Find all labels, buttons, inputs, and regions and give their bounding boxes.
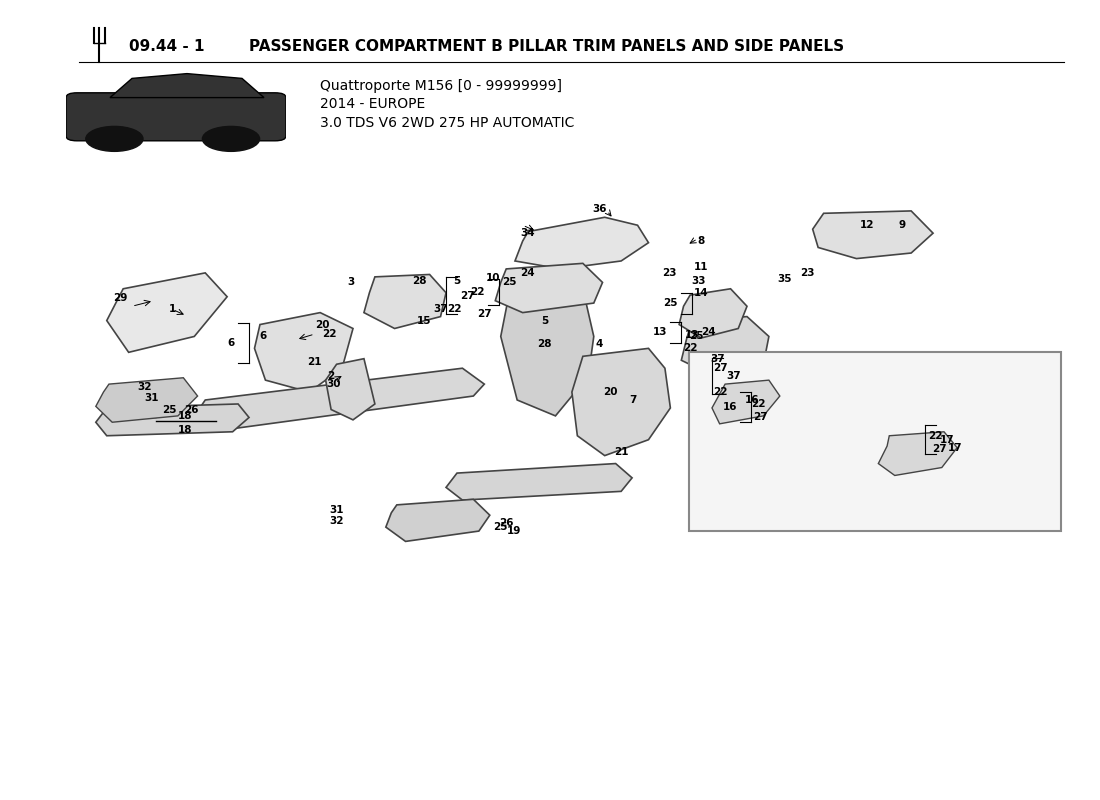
Text: 17: 17 [947,442,962,453]
Text: 9: 9 [899,220,906,230]
Text: 8: 8 [697,236,705,246]
Text: 13: 13 [685,330,700,340]
Text: 26: 26 [184,406,198,415]
Text: 3.0 TDS V6 2WD 275 HP AUTOMATIC: 3.0 TDS V6 2WD 275 HP AUTOMATIC [320,116,574,130]
Polygon shape [96,404,249,436]
Text: 19: 19 [507,526,521,536]
Polygon shape [101,386,184,418]
Text: 18: 18 [178,411,192,421]
Bar [689,352,1062,531]
Polygon shape [254,313,353,392]
Polygon shape [364,274,446,329]
Text: 31: 31 [329,505,344,514]
Text: 21: 21 [307,357,322,367]
Text: 28: 28 [537,339,552,350]
Polygon shape [515,218,649,269]
Polygon shape [446,463,632,500]
Text: 10: 10 [486,274,500,283]
Text: 32: 32 [138,382,152,392]
Text: 6: 6 [260,331,267,342]
Circle shape [86,126,143,151]
Text: 30: 30 [326,379,341,389]
Text: 16: 16 [723,402,737,412]
Text: 25: 25 [162,406,176,415]
Text: 23: 23 [662,268,676,278]
Text: 18: 18 [178,426,192,435]
Polygon shape [690,360,811,402]
Text: 25: 25 [663,298,678,309]
Text: 24: 24 [702,327,716,338]
Text: 37: 37 [433,304,448,314]
FancyBboxPatch shape [66,93,286,141]
Polygon shape [386,499,490,542]
Polygon shape [878,432,957,475]
Text: 22: 22 [714,387,728,397]
Polygon shape [813,211,933,258]
Text: 14: 14 [694,288,708,298]
Polygon shape [107,273,227,352]
Polygon shape [572,348,670,456]
Text: 22: 22 [928,430,943,441]
Text: 32: 32 [329,516,344,526]
Text: 25: 25 [503,278,517,287]
Text: 22: 22 [448,304,462,314]
Text: PASSENGER COMPARTMENT B PILLAR TRIM PANELS AND SIDE PANELS: PASSENGER COMPARTMENT B PILLAR TRIM PANE… [249,39,844,54]
Polygon shape [195,368,484,430]
Text: 33: 33 [692,276,706,286]
Text: 5: 5 [541,315,548,326]
Circle shape [202,126,260,151]
Text: 13: 13 [652,327,667,338]
Text: 5: 5 [453,276,461,286]
Text: 16: 16 [745,395,760,405]
Text: 27: 27 [933,444,947,454]
Text: 23: 23 [800,268,814,278]
Text: 36: 36 [592,204,606,214]
Polygon shape [495,263,603,313]
Text: 27: 27 [460,290,475,301]
Text: 26: 26 [499,518,514,528]
Text: 25: 25 [690,331,704,342]
Text: 25: 25 [494,522,508,532]
Text: 09.44 - 1: 09.44 - 1 [129,39,205,54]
Text: 20: 20 [603,387,617,397]
Text: 20: 20 [315,319,330,330]
Text: 2: 2 [328,371,334,381]
Text: 37: 37 [726,370,740,381]
Text: 31: 31 [144,394,158,403]
Text: 3: 3 [348,278,354,287]
Text: 27: 27 [752,413,768,422]
Polygon shape [110,74,264,98]
Text: 34: 34 [520,228,536,238]
Text: Quattroporte M156 [0 - 99999999]: Quattroporte M156 [0 - 99999999] [320,79,562,93]
Text: 22: 22 [750,399,766,409]
Text: 22: 22 [683,343,697,354]
Text: 24: 24 [519,268,535,278]
Text: 1: 1 [168,304,176,314]
Text: 15: 15 [417,315,431,326]
Polygon shape [326,358,375,420]
Text: 37: 37 [711,354,725,364]
Text: 17: 17 [939,434,954,445]
Polygon shape [712,380,780,424]
Text: 12: 12 [860,220,875,230]
Text: 11: 11 [694,262,708,271]
Text: 29: 29 [112,294,128,303]
Text: 27: 27 [714,363,728,374]
Polygon shape [96,378,198,422]
Text: 6: 6 [228,338,234,348]
Text: 2014 - EUROPE: 2014 - EUROPE [320,98,426,111]
Polygon shape [679,289,747,338]
Text: 22: 22 [470,287,484,297]
Polygon shape [681,317,769,376]
Text: 7: 7 [629,395,637,405]
Text: 35: 35 [777,274,792,284]
Text: 4: 4 [595,339,603,350]
Text: 27: 27 [477,309,492,319]
Text: 22: 22 [321,329,337,339]
Text: 21: 21 [614,446,628,457]
Text: 28: 28 [412,276,427,286]
Polygon shape [500,273,594,416]
